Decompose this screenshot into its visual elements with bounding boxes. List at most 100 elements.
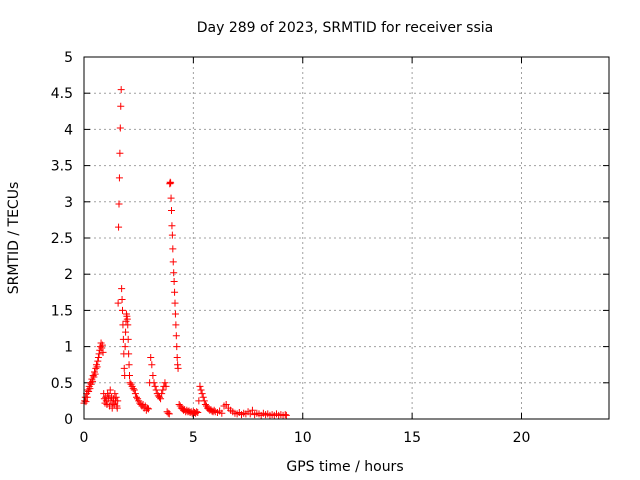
y-tick-label: 3.5	[51, 159, 73, 175]
data-point	[145, 405, 153, 413]
data-point	[112, 393, 120, 401]
data-point	[282, 411, 290, 419]
data-point	[161, 379, 169, 387]
data-point	[155, 393, 163, 401]
data-point	[171, 310, 179, 318]
data-point	[115, 200, 123, 208]
data-point	[120, 364, 128, 372]
data-point	[169, 258, 177, 266]
data-point	[122, 328, 130, 336]
y-tick-label: 3	[64, 195, 73, 211]
data-point	[83, 393, 91, 401]
data-point	[197, 386, 205, 394]
y-tick-label: 0	[64, 412, 73, 428]
data-point	[129, 385, 137, 393]
data-point	[147, 353, 155, 361]
data-point	[98, 341, 106, 349]
x-tick-label: 15	[403, 430, 421, 446]
x-tick-label: 5	[189, 430, 198, 446]
data-point	[148, 361, 156, 369]
data-point	[125, 350, 133, 358]
y-axis-label: SRMTID / TECUs	[6, 182, 22, 295]
y-tick-label: 2.5	[51, 231, 73, 247]
data-point	[162, 382, 170, 390]
y-tick-label: 4.5	[51, 86, 73, 102]
data-point	[193, 408, 201, 416]
data-point	[133, 393, 140, 401]
data-point	[118, 285, 126, 293]
data-point	[121, 343, 129, 351]
y-tick-label: 2	[64, 267, 73, 283]
data-point	[150, 379, 158, 387]
data-point	[115, 223, 123, 231]
data-point	[98, 344, 106, 352]
data-point	[173, 353, 181, 361]
data-point	[114, 397, 122, 405]
data-point	[117, 102, 125, 110]
y-tick-label: 1	[64, 340, 73, 356]
x-tick-label: 20	[513, 430, 531, 446]
data-point	[196, 382, 204, 390]
data-point	[149, 372, 157, 380]
data-point	[131, 390, 139, 398]
data-point	[168, 222, 176, 230]
tick-layer: 0 0.5 1 1.5 2 2.5 3 3.5 4 4.5 5 0 5 10 15 20	[51, 50, 609, 446]
chart-title: Day 289 of 2023, SRMTID for receiver ssi…	[197, 20, 493, 36]
data-point	[164, 409, 172, 417]
data-point	[89, 377, 97, 385]
data-point	[167, 194, 175, 202]
data-point	[94, 357, 102, 365]
x-tick-label: 0	[80, 430, 89, 446]
data-point	[124, 321, 132, 329]
data-points	[80, 86, 290, 419]
data-point	[95, 350, 103, 358]
y-tick-label: 5	[64, 50, 73, 66]
data-point	[169, 245, 177, 253]
data-point	[194, 408, 202, 416]
data-point	[198, 390, 206, 398]
data-point	[170, 269, 178, 277]
data-point	[115, 174, 123, 182]
data-point	[92, 364, 100, 372]
data-point	[173, 343, 181, 351]
data-point	[93, 363, 101, 371]
plot-area-border	[83, 56, 610, 420]
data-point	[106, 386, 114, 394]
data-point	[152, 386, 160, 394]
data-point	[172, 332, 180, 340]
data-point	[201, 401, 209, 409]
data-point	[99, 348, 107, 356]
data-point	[165, 410, 173, 418]
data-point	[81, 397, 89, 405]
data-point	[168, 231, 176, 239]
data-point	[248, 406, 256, 414]
data-point	[175, 401, 183, 409]
data-point	[200, 397, 208, 405]
data-point	[222, 401, 230, 409]
data-point	[119, 306, 126, 314]
grid-layer	[84, 57, 609, 419]
data-point	[94, 353, 102, 361]
data-point	[158, 390, 166, 398]
y-tick-label: 1.5	[51, 303, 73, 319]
data-point	[118, 296, 126, 304]
data-point	[87, 380, 95, 388]
data-point	[91, 370, 99, 378]
data-point	[85, 387, 93, 395]
data-point	[218, 409, 226, 417]
x-axis-label: GPS time / hours	[286, 459, 403, 475]
data-point	[151, 382, 159, 390]
data-point	[117, 86, 125, 94]
data-point	[174, 364, 182, 372]
data-point	[125, 361, 133, 369]
x-tick-label: 10	[294, 430, 312, 446]
data-point	[126, 379, 134, 387]
data-point	[171, 299, 179, 307]
data-point	[126, 372, 133, 380]
y-tick-label: 0.5	[51, 376, 73, 392]
data-point	[111, 390, 119, 398]
data-point	[171, 288, 179, 296]
data-point	[167, 179, 175, 187]
